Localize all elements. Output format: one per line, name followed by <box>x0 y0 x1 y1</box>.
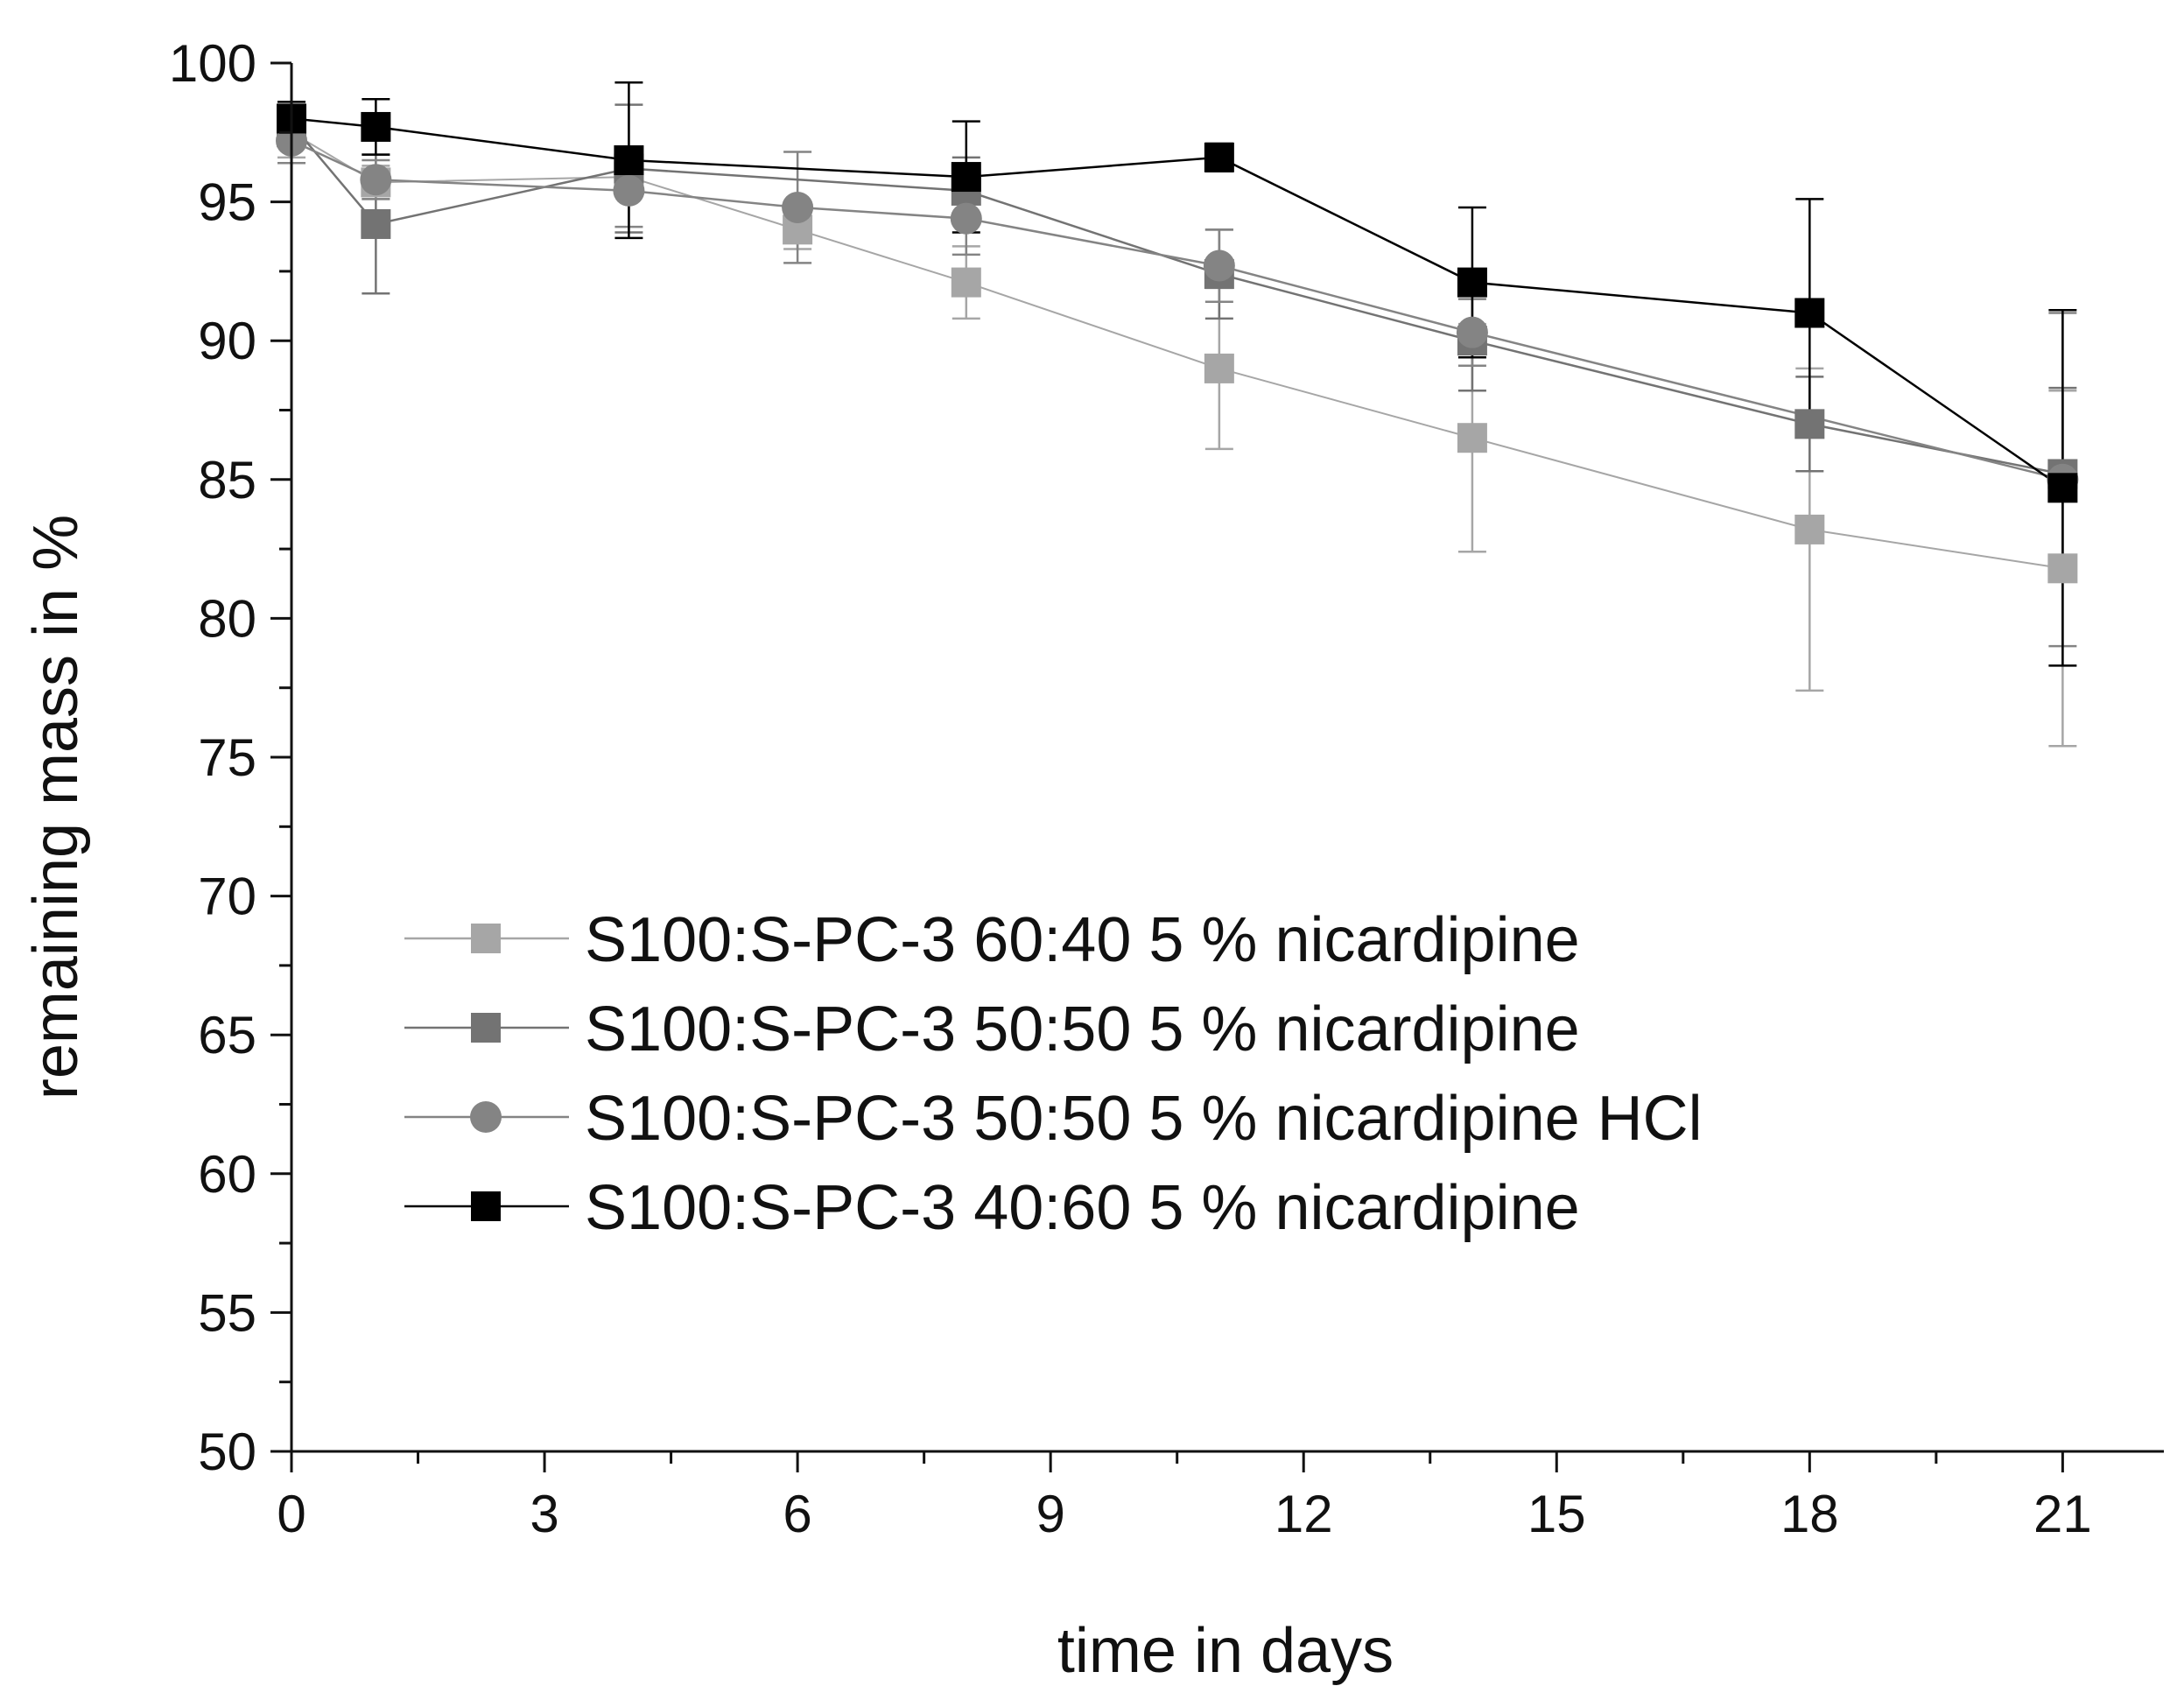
x-tick-label: 6 <box>783 1485 811 1543</box>
data-point <box>360 164 392 196</box>
data-point <box>1204 353 1234 383</box>
legend-label: S100:S-PC-3 50:50 5 % nicardipine <box>585 994 1580 1064</box>
x-tick-label: 0 <box>277 1485 305 1543</box>
legend-marker <box>471 924 501 953</box>
x-tick-label: 9 <box>1036 1485 1064 1543</box>
legend: S100:S-PC-3 60:40 5 % nicardipine S100:S-… <box>404 905 1703 1243</box>
legend-label: S100:S-PC-3 60:40 5 % nicardipine <box>585 905 1580 975</box>
series-lines <box>291 117 2064 570</box>
data-point <box>951 162 981 193</box>
y-tick-label: 65 <box>198 1006 256 1064</box>
legend-label: S100:S-PC-3 50:50 5 % nicardipine HCl <box>585 1084 1703 1154</box>
x-tick-label: 12 <box>1275 1485 1333 1543</box>
data-point <box>1457 267 1487 298</box>
x-axis-title: time in days <box>1057 1616 1394 1686</box>
y-tick-label: 50 <box>198 1423 256 1481</box>
data-point <box>361 208 391 239</box>
y-tick-label: 75 <box>198 728 256 787</box>
x-tick-label: 3 <box>530 1485 558 1543</box>
series-line <box>291 123 2063 475</box>
y-tick-label: 80 <box>198 589 256 648</box>
y-tick-label: 95 <box>198 173 256 232</box>
data-point <box>1203 249 1235 282</box>
data-point <box>1794 409 1825 439</box>
legend-marker <box>471 1191 501 1221</box>
legend-marker <box>470 1101 502 1133</box>
y-tick-label: 55 <box>198 1283 256 1342</box>
series-line <box>291 139 2063 481</box>
data-point <box>1456 316 1488 348</box>
data-point <box>782 191 814 223</box>
y-tick-label: 100 <box>169 34 256 93</box>
x-tick-label: 21 <box>2033 1485 2092 1543</box>
data-point <box>614 145 644 176</box>
data-point <box>1794 514 1825 544</box>
series-markers <box>276 103 2079 584</box>
series-line <box>291 117 2064 489</box>
y-tick-label: 70 <box>198 868 256 926</box>
series-line <box>291 131 2063 570</box>
legend-marker <box>471 1013 501 1043</box>
data-point <box>1457 423 1487 453</box>
data-point <box>361 111 391 142</box>
legend-label: S100:S-PC-3 40:60 5 % nicardipine <box>585 1173 1580 1243</box>
x-tick-label: 18 <box>1780 1485 1839 1543</box>
data-point <box>950 202 982 235</box>
data-point <box>1794 298 1825 328</box>
data-point <box>2047 473 2078 503</box>
y-tick-label: 60 <box>198 1145 256 1204</box>
y-tick-label: 85 <box>198 451 256 509</box>
y-tick-label: 90 <box>198 312 256 370</box>
x-tick-label: 15 <box>1527 1485 1586 1543</box>
data-point <box>1204 142 1234 172</box>
y-axis-title: remaining mass in % <box>21 515 91 1099</box>
data-point <box>2047 553 2078 584</box>
data-point <box>951 267 981 298</box>
axes: 0 3 6 9 12 15 18 21 50 55 60 65 70 75 80 85 90 95 100 <box>169 34 2164 1543</box>
data-point <box>613 174 645 207</box>
